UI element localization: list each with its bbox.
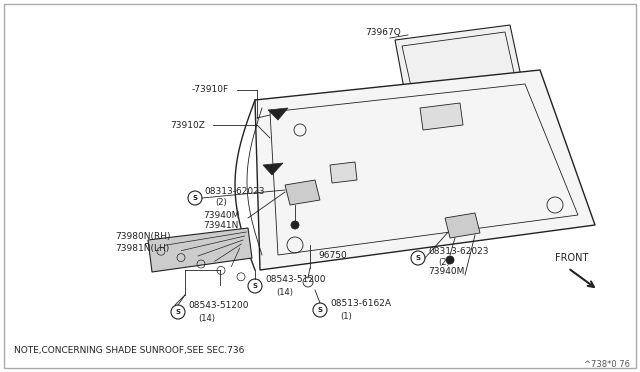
- Text: 73941N: 73941N: [203, 221, 238, 231]
- Circle shape: [291, 221, 299, 229]
- Text: 73967Q: 73967Q: [365, 28, 401, 37]
- Polygon shape: [420, 103, 463, 130]
- Text: 73940M: 73940M: [428, 267, 465, 276]
- Text: -73910F: -73910F: [192, 86, 229, 94]
- Text: 08543-51200: 08543-51200: [188, 301, 248, 311]
- Text: 73940M: 73940M: [203, 211, 239, 219]
- Polygon shape: [268, 108, 288, 120]
- Polygon shape: [330, 162, 357, 183]
- Text: S: S: [317, 307, 323, 313]
- Text: 73910Z: 73910Z: [170, 121, 205, 129]
- Text: 08313-62023: 08313-62023: [204, 187, 264, 196]
- Text: 08543-51200: 08543-51200: [265, 276, 326, 285]
- Text: FRONT: FRONT: [555, 253, 588, 263]
- Text: ^738*0 76: ^738*0 76: [584, 360, 630, 369]
- Text: (1): (1): [340, 311, 352, 321]
- Polygon shape: [148, 228, 252, 272]
- Polygon shape: [445, 213, 480, 238]
- Text: (2): (2): [438, 259, 450, 267]
- Polygon shape: [263, 163, 283, 175]
- Text: 08513-6162A: 08513-6162A: [330, 299, 391, 308]
- Text: 73980N(RH): 73980N(RH): [115, 232, 170, 241]
- Text: 08313-62023: 08313-62023: [428, 247, 488, 257]
- Text: S: S: [415, 255, 420, 261]
- Polygon shape: [285, 180, 320, 205]
- Text: S: S: [193, 195, 198, 201]
- Polygon shape: [395, 25, 525, 110]
- Text: S: S: [175, 309, 180, 315]
- Polygon shape: [255, 70, 595, 270]
- Text: NOTE,CONCERNING SHADE SUNROOF,SEE SEC.736: NOTE,CONCERNING SHADE SUNROOF,SEE SEC.73…: [14, 346, 244, 355]
- Text: 73981N(LH): 73981N(LH): [115, 244, 169, 253]
- Text: (14): (14): [198, 314, 215, 323]
- Text: S: S: [253, 283, 257, 289]
- Text: 96750: 96750: [318, 250, 347, 260]
- Text: (2): (2): [215, 199, 227, 208]
- Text: (14): (14): [276, 288, 293, 296]
- Circle shape: [446, 256, 454, 264]
